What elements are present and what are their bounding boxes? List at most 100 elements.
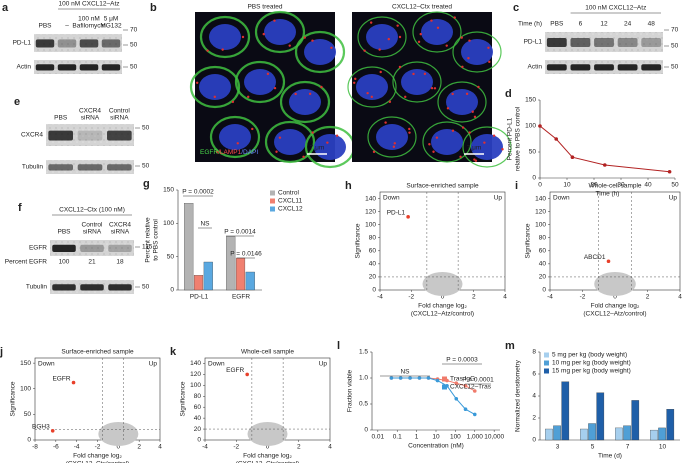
lane-label: siRNA — [81, 115, 100, 122]
y-axis-label: Normalized densitometry — [515, 359, 522, 432]
up-label: Up — [669, 195, 678, 202]
cell-membrane — [392, 61, 442, 103]
band — [35, 64, 55, 71]
band — [617, 64, 638, 71]
mw-marker: 115 — [142, 244, 153, 251]
row-label: PD-L1 — [13, 40, 32, 47]
panel-label: l — [337, 340, 340, 352]
y-tick-label: 60 — [369, 248, 377, 255]
x-tick-label: 4 — [678, 294, 682, 301]
y-tick-label: 140 — [535, 195, 546, 202]
point-label: PD-L1 — [387, 210, 406, 217]
band — [107, 130, 132, 141]
mw-marker: 50 — [130, 64, 138, 71]
point — [50, 428, 55, 433]
lane-label: siRNA — [111, 229, 130, 236]
legend-swatch — [544, 368, 549, 374]
nucleus — [366, 24, 398, 50]
y-tick-label: 20 — [369, 274, 377, 281]
lysosome — [273, 19, 276, 22]
lysosome — [428, 143, 431, 146]
lysosome — [311, 131, 314, 134]
lysosome — [326, 141, 329, 144]
lysosome — [473, 158, 476, 161]
panel-label: d — [505, 88, 512, 100]
annotation: P = 0.0146 — [230, 251, 262, 258]
band — [35, 39, 55, 48]
percent: 18 — [116, 259, 124, 266]
y-tick-label: 140 — [190, 360, 201, 367]
lane-label: Control — [82, 222, 104, 229]
lysosome — [461, 126, 465, 129]
lysosome — [408, 127, 411, 131]
y-tick-label: 100 — [190, 382, 201, 389]
band — [108, 284, 132, 291]
y-tick-label: 140 — [365, 195, 376, 202]
lysosome — [487, 46, 490, 50]
image-title: PBS treated — [247, 4, 282, 11]
y-tick-label: 150 — [163, 187, 174, 194]
lysosome — [195, 81, 199, 85]
x-axis-label: Fold change log₂ — [418, 303, 467, 310]
x-tick-label: 3 — [556, 444, 560, 451]
lysosome — [366, 91, 369, 95]
band — [570, 64, 591, 71]
nucleus — [401, 69, 433, 95]
lysosome — [303, 36, 306, 39]
background-points — [98, 422, 139, 446]
band — [80, 284, 104, 291]
x-tick-label: 1,000 — [467, 434, 484, 441]
panel-label: k — [170, 346, 177, 358]
point — [667, 169, 672, 174]
x-tick-label: 0 — [117, 444, 121, 451]
cell-membrane — [437, 81, 487, 123]
band — [617, 38, 638, 47]
lysosome — [465, 92, 469, 96]
lane-label: siRNA — [83, 229, 102, 236]
chart-title: Surface-enriched sample — [61, 349, 134, 356]
panel-label: m — [505, 340, 515, 352]
lysosome — [445, 44, 448, 47]
y-tick-label: 0 — [372, 287, 376, 294]
scale-label: 7 μm — [310, 145, 325, 152]
y-tick-label: 0 — [532, 437, 536, 444]
y-tick-label: 120 — [190, 371, 201, 378]
lysosome — [308, 92, 312, 96]
band — [594, 38, 614, 47]
y-tick-label: 40 — [194, 415, 202, 422]
y-tick-label: 150 — [20, 360, 31, 367]
nucleus — [446, 89, 478, 115]
point-label: EGFR — [52, 375, 70, 382]
panel-label: g — [143, 178, 150, 190]
lysosome — [363, 49, 366, 52]
bar — [623, 425, 631, 441]
nucleus — [421, 19, 453, 45]
point — [454, 381, 459, 386]
bar — [235, 257, 246, 291]
lysosome — [396, 24, 399, 27]
x-tick-label: -4 — [202, 444, 208, 451]
cell-membrane — [189, 65, 241, 109]
lysosome — [251, 127, 254, 131]
lysosome — [501, 148, 504, 151]
background-points — [247, 422, 288, 446]
y-tick-label: 100 — [525, 123, 536, 130]
lane-label: 5 μM — [104, 16, 119, 23]
x-tick-label: 10,000 — [484, 434, 504, 441]
lysosome — [435, 136, 439, 139]
band — [546, 64, 567, 71]
bar — [666, 409, 675, 441]
x-tick-label: 1 — [415, 434, 419, 441]
bar — [193, 275, 204, 291]
band — [80, 244, 104, 252]
cell-membrane — [347, 66, 397, 108]
point — [408, 376, 412, 380]
mw-marker: 50 — [142, 163, 150, 170]
legend-swatch — [270, 206, 275, 212]
row-label: Tubulin — [22, 164, 43, 171]
y-tick-label: 1.5 — [359, 349, 368, 356]
row-label: CXCR4 — [21, 132, 43, 139]
bar — [658, 427, 666, 441]
header: CXCL12–Ctx (100 nM) — [59, 207, 125, 214]
